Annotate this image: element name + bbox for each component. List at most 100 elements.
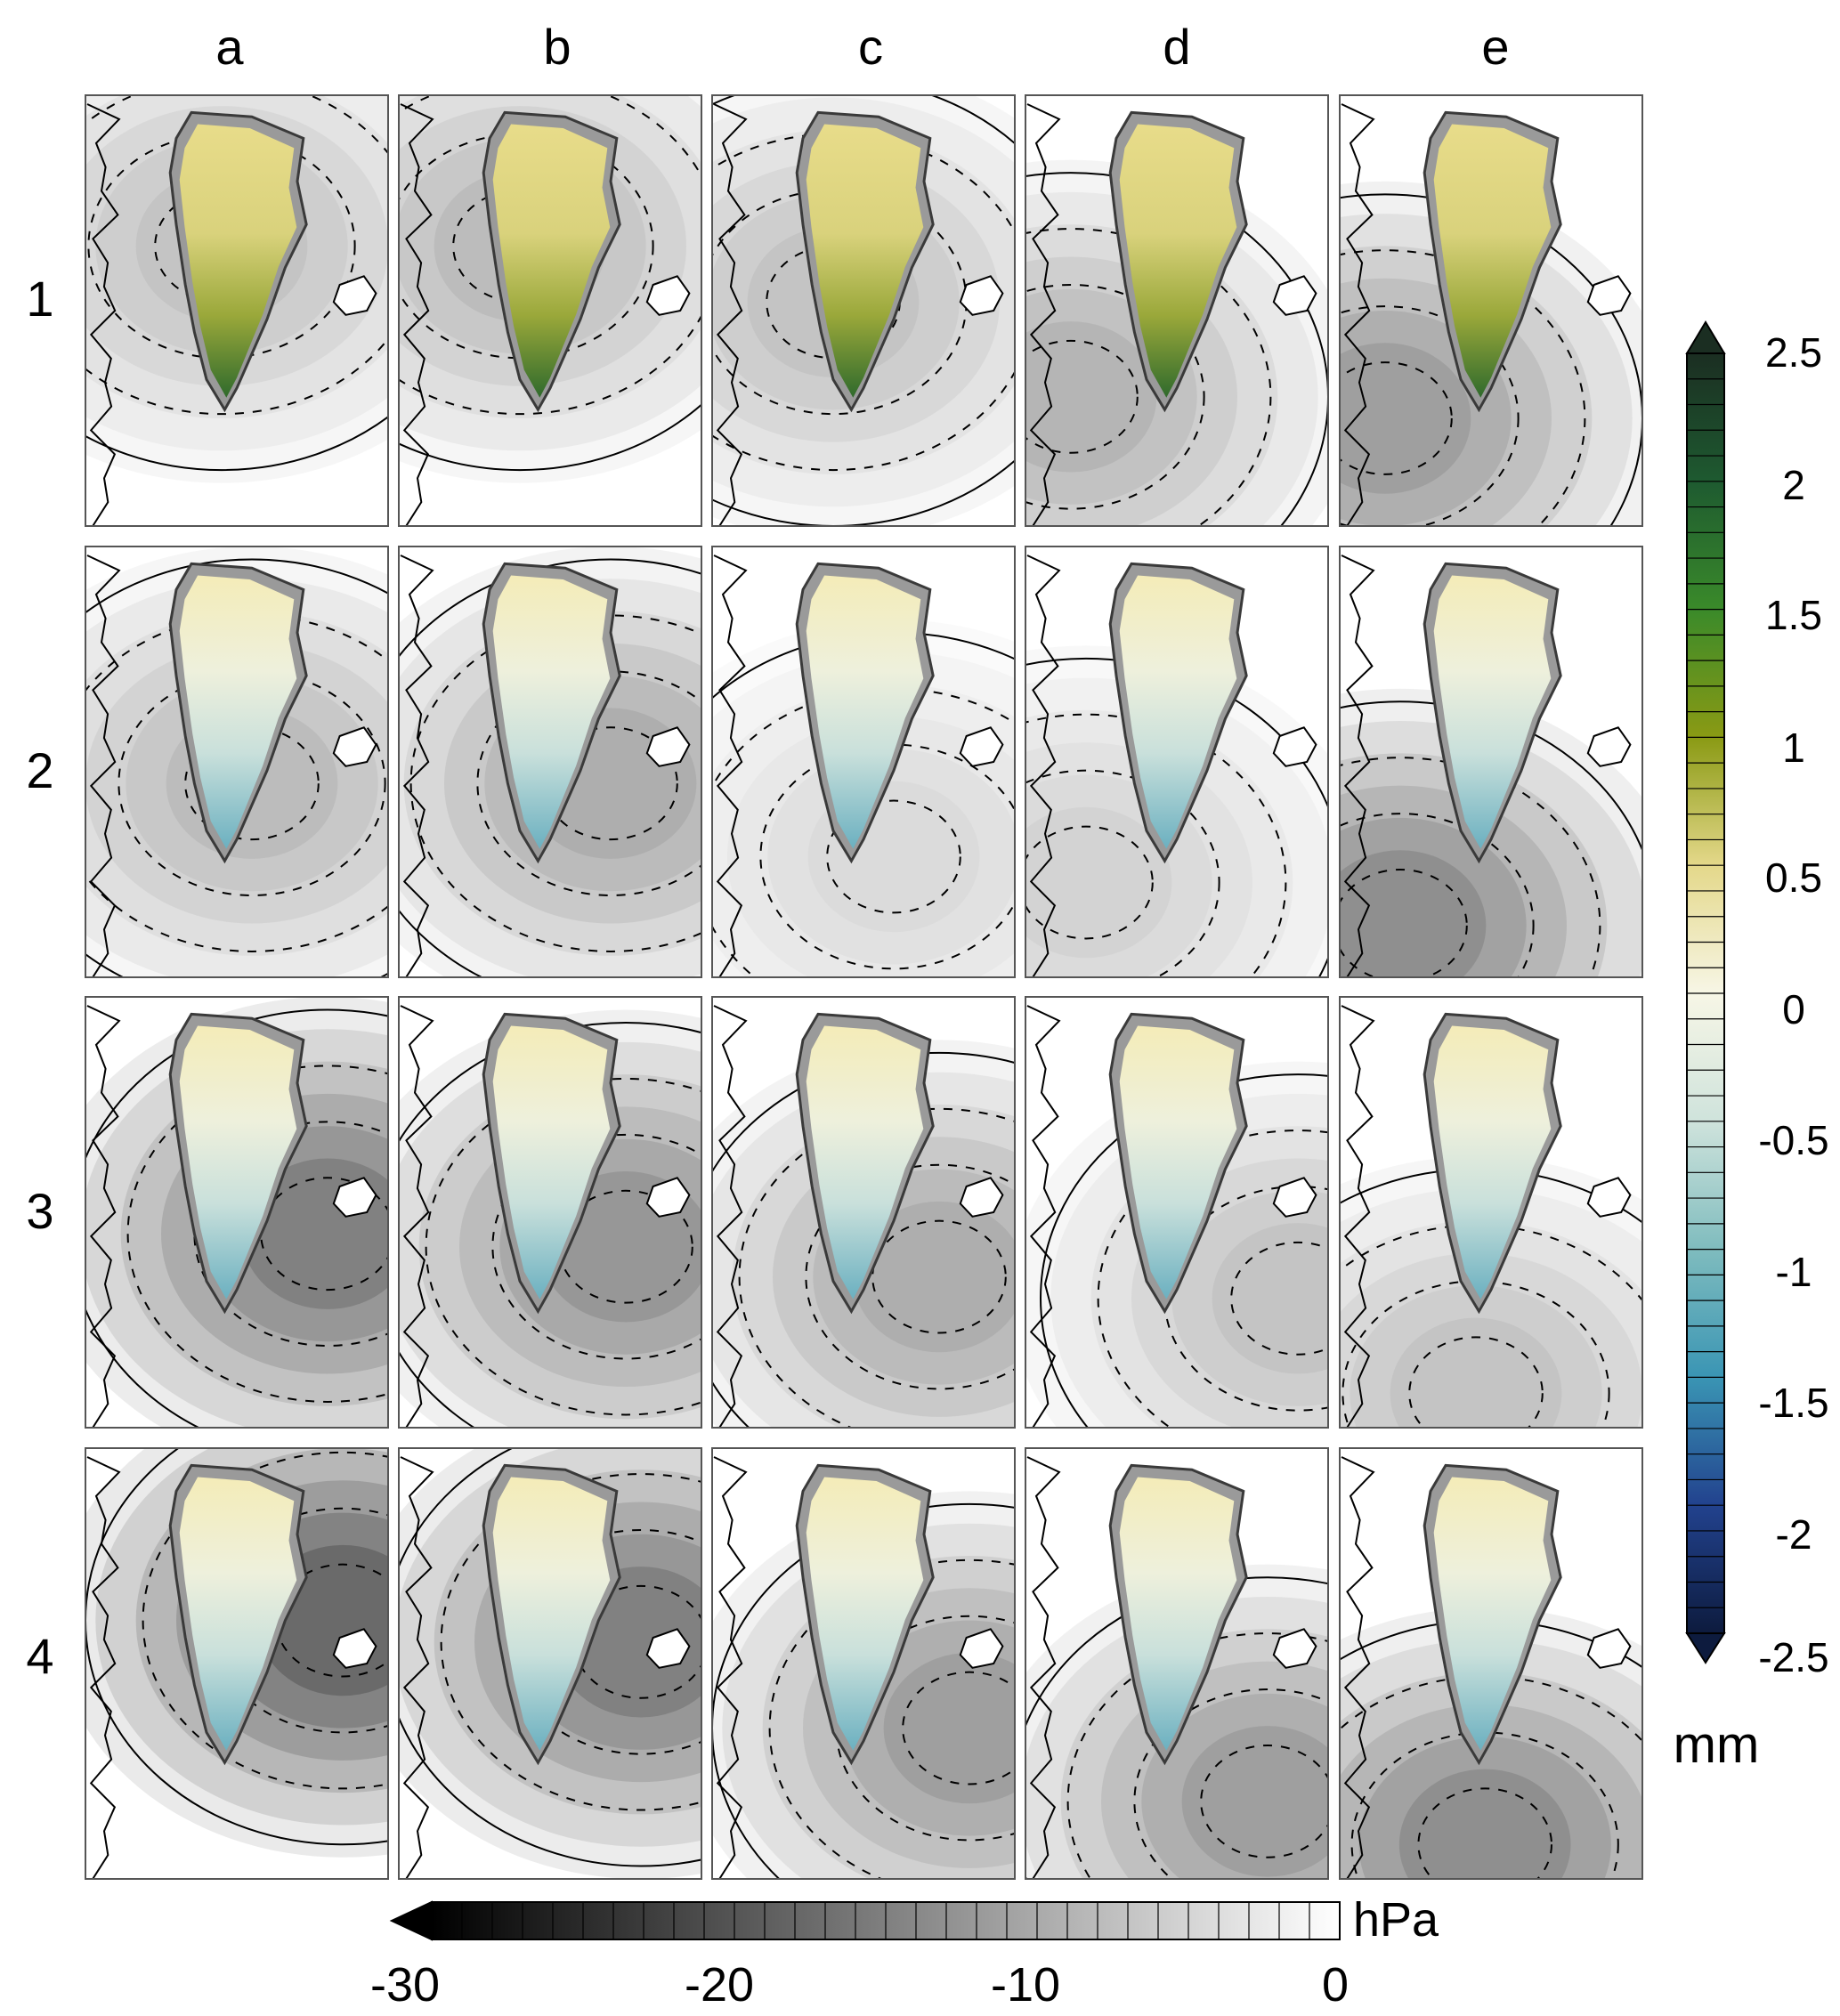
isobar-dashed (1025, 769, 1220, 977)
precip-tick-label: -1.5 (1758, 1380, 1828, 1426)
iceland-coastline (645, 1177, 691, 1218)
column-label-e: e (1481, 19, 1509, 75)
isobar-zero (399, 558, 701, 977)
coastline (1026, 1005, 1061, 1428)
isobar-dashed (573, 1584, 701, 1699)
panel-frame (1339, 546, 1643, 978)
panel-frame (85, 996, 389, 1429)
iceland-coastline (1586, 1628, 1632, 1669)
isobar-dashed (85, 95, 388, 416)
pressure-tick-label: 0 (1322, 1958, 1349, 2012)
panel-c1 (711, 94, 1016, 527)
iceland-coastline (332, 726, 377, 767)
precip-anomaly-field (1119, 1477, 1237, 1751)
coastline (86, 1456, 121, 1879)
isobar-zero (399, 1022, 701, 1428)
isobar-zero (1025, 172, 1328, 526)
panel-e3 (1339, 996, 1643, 1429)
precip-anomaly-field (1433, 575, 1552, 849)
iceland-coastline (959, 1628, 1004, 1669)
pressure-colorbar: -30 -20 -10 0 hPa (370, 1893, 1439, 2012)
isobar-dashed (1066, 1632, 1328, 1879)
pressure-tick-label: -10 (991, 1958, 1060, 2012)
panel-b3 (398, 996, 702, 1429)
pressure-colorbar-steps (461, 1902, 1310, 1939)
isobar-zero (1340, 193, 1642, 526)
panel-d3 (1025, 996, 1329, 1429)
column-label-c: c (858, 19, 883, 75)
precip-anomaly-field (1119, 124, 1237, 398)
panel-d2 (1025, 546, 1329, 978)
precip-tick-label: 0 (1782, 986, 1805, 1032)
pressure-colorbar-left-arrow (389, 1900, 433, 1941)
panel-frame (1025, 546, 1329, 978)
panel-frame (398, 546, 702, 978)
coastline (400, 1005, 434, 1428)
isobar-zero (712, 1051, 1015, 1428)
panel-frame (711, 996, 1016, 1429)
panel-c2 (711, 546, 1016, 978)
coastline (1341, 1005, 1375, 1428)
precip-anomaly-field (1119, 575, 1237, 849)
panel-b4 (398, 1447, 702, 1880)
isobar-dashed (142, 1451, 388, 1790)
precip-anomaly-field (179, 124, 297, 398)
isobar-dashed (558, 1189, 693, 1304)
isobar-dashed (260, 1177, 388, 1291)
pressure-shading (853, 1201, 1015, 1353)
isobar-zero (399, 1448, 701, 1867)
isobar-dashed (902, 1671, 1015, 1785)
isobar-dashed (712, 133, 1015, 472)
coastline (400, 1456, 434, 1879)
panel-frame (398, 94, 702, 527)
panel-frame (85, 94, 389, 527)
iceland-coastline (959, 275, 1004, 316)
pressure-shading (1390, 1317, 1562, 1428)
isobar-zero (85, 416, 388, 472)
isobar-dashed (193, 1121, 388, 1348)
isobar-dashed (826, 799, 961, 914)
coastline (1026, 1456, 1061, 1879)
iceland-coastline (1586, 726, 1632, 767)
precip-anomaly-field (806, 124, 924, 398)
precip-tick-label: -0.5 (1758, 1117, 1828, 1163)
isobar-zero (85, 558, 388, 977)
row-label-2: 2 (26, 742, 53, 798)
iceland-coastline (1272, 726, 1317, 767)
isobar-dashed (1025, 713, 1287, 977)
isobar-dashed (835, 1615, 1015, 1842)
precip-anomaly-field (179, 1025, 297, 1299)
pressure-shading (1340, 850, 1487, 977)
precip-tick-label: -1 (1776, 1249, 1812, 1295)
panel-frame (711, 1447, 1016, 1880)
pressure-unit-label: hPa (1353, 1893, 1439, 1947)
precip-anomaly-field (806, 1025, 924, 1299)
row-label-1: 1 (26, 271, 53, 327)
coastline (86, 555, 121, 977)
panel-b1 (398, 94, 702, 527)
pressure-shading (1340, 343, 1471, 494)
panel-frame (1025, 94, 1329, 527)
isobar-zero (85, 1448, 388, 1846)
precip-anomaly-field (1433, 1025, 1552, 1299)
column-label-b: b (543, 19, 571, 75)
coastline (86, 1005, 121, 1428)
panel-frame (1025, 1447, 1329, 1880)
row-label-4: 4 (26, 1628, 53, 1684)
isobar-dashed (126, 1065, 388, 1403)
coastline (713, 103, 748, 526)
coastline (400, 555, 434, 977)
pressure-shading (883, 1652, 1015, 1804)
coastline (1341, 555, 1375, 977)
isobar-dashed (85, 614, 388, 952)
isobar-dashed (275, 1563, 388, 1678)
precip-anomaly-field (1433, 1477, 1552, 1751)
coastline (713, 555, 748, 977)
precip-colorbar: 2.5 2 1.5 1 0.5 0 -0.5 -1 -1.5 -2 -2.5 m… (1674, 320, 1829, 1774)
panel-c4 (711, 1447, 1016, 1880)
isobar-dashed (738, 1107, 1015, 1428)
isobar-zero (712, 1502, 1015, 1879)
precip-unit-label: mm (1674, 1716, 1760, 1774)
isobar-dashed (871, 1219, 1007, 1334)
panel-b2 (398, 546, 702, 978)
